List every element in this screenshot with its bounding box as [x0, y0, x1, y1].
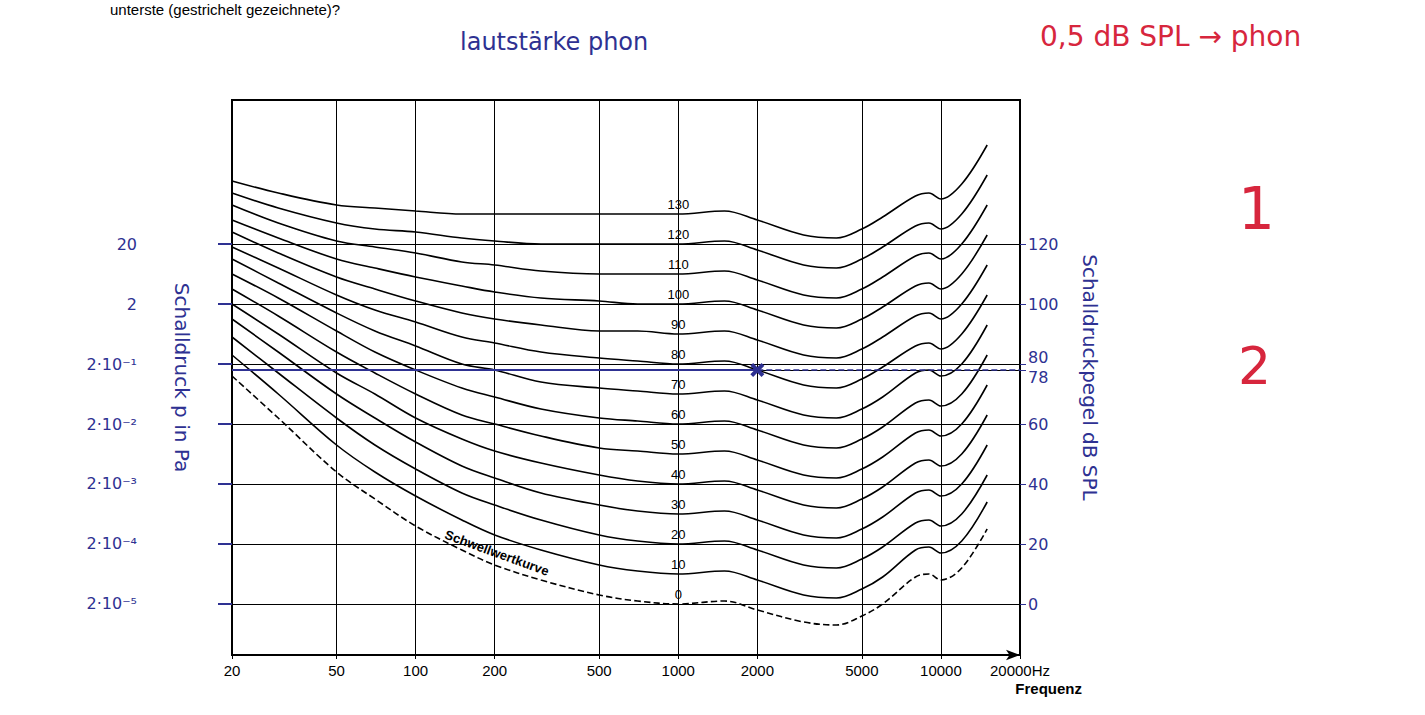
svg-text:0: 0 — [1028, 595, 1038, 614]
svg-text:1000: 1000 — [662, 662, 695, 679]
svg-text:20: 20 — [1028, 535, 1048, 554]
svg-text:60: 60 — [671, 407, 685, 422]
svg-text:20: 20 — [117, 235, 137, 254]
svg-text:130: 130 — [667, 197, 689, 212]
svg-text:2·10⁻³: 2·10⁻³ — [87, 474, 137, 493]
svg-text:lautstärke phon: lautstärke phon — [460, 28, 648, 56]
svg-text:78: 78 — [1028, 368, 1048, 387]
svg-text:1: 1 — [1238, 175, 1275, 243]
svg-text:40: 40 — [1028, 475, 1048, 494]
svg-text:10: 10 — [671, 557, 685, 572]
svg-text:100: 100 — [1028, 295, 1059, 314]
svg-text:0: 0 — [675, 587, 682, 602]
svg-text:120: 120 — [667, 227, 689, 242]
svg-text:60: 60 — [1028, 415, 1048, 434]
svg-text:90: 90 — [671, 317, 685, 332]
svg-text:120: 120 — [1028, 235, 1059, 254]
svg-text:2: 2 — [127, 295, 137, 314]
svg-text:70: 70 — [671, 377, 685, 392]
svg-text:200: 200 — [482, 662, 507, 679]
svg-text:Schalldruck p in Pa: Schalldruck p in Pa — [170, 283, 194, 472]
svg-text:5000: 5000 — [845, 662, 878, 679]
svg-text:10000: 10000 — [920, 662, 962, 679]
svg-text:100: 100 — [403, 662, 428, 679]
svg-text:2·10⁻²: 2·10⁻² — [87, 415, 137, 434]
svg-text:30: 30 — [671, 497, 685, 512]
svg-text:110: 110 — [668, 257, 689, 272]
svg-text:2·10⁻⁴: 2·10⁻⁴ — [87, 534, 137, 553]
svg-text:20: 20 — [671, 527, 685, 542]
svg-text:2·10⁻⁵: 2·10⁻⁵ — [87, 594, 137, 613]
svg-text:20: 20 — [224, 662, 241, 679]
svg-text:2000: 2000 — [741, 662, 774, 679]
svg-text:unterste (gestrichelt gezeichn: unterste (gestrichelt gezeichnete)? — [110, 1, 340, 18]
svg-text:40: 40 — [671, 467, 685, 482]
svg-text:Frequenz: Frequenz — [1015, 680, 1082, 697]
svg-text:20000Hz: 20000Hz — [990, 662, 1050, 679]
svg-text:Schwellwertkurve: Schwellwertkurve — [443, 527, 551, 579]
svg-text:50: 50 — [671, 437, 685, 452]
svg-text:80: 80 — [1028, 348, 1048, 367]
svg-text:100: 100 — [667, 287, 689, 302]
svg-text:Schalldruckpegel dB SPL: Schalldruckpegel dB SPL — [1078, 254, 1102, 501]
svg-text:50: 50 — [328, 662, 345, 679]
svg-text:500: 500 — [587, 662, 612, 679]
svg-text:2: 2 — [1238, 336, 1271, 396]
svg-text:2·10⁻¹: 2·10⁻¹ — [87, 355, 137, 374]
svg-text:80: 80 — [671, 347, 685, 362]
svg-text:0,5 dB SPL → phon: 0,5 dB SPL → phon — [1040, 20, 1301, 53]
